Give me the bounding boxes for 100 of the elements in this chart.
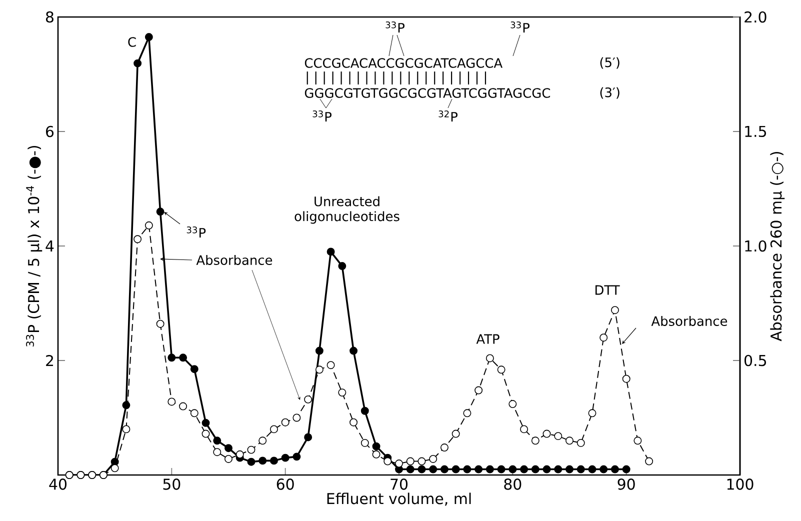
y2-tick-label: 1.5 <box>745 126 766 138</box>
x-tick-label: 50 <box>163 478 180 490</box>
x-tick-label: 40 <box>49 478 67 490</box>
point <box>576 465 585 474</box>
point <box>463 465 472 474</box>
point <box>224 444 232 452</box>
point <box>406 465 414 474</box>
point <box>622 374 630 383</box>
point <box>258 436 267 445</box>
point <box>576 438 585 447</box>
point <box>270 456 278 465</box>
text: Absorbance <box>651 316 728 326</box>
point <box>474 465 483 474</box>
y2-tick-label: 2.0 <box>744 11 766 23</box>
point <box>429 465 438 474</box>
point <box>508 465 517 474</box>
point <box>520 465 528 474</box>
x-tick-label: 60 <box>276 478 294 490</box>
point <box>384 457 392 466</box>
point <box>350 346 358 355</box>
point <box>531 436 540 445</box>
x-tick-label: 70 <box>390 478 408 490</box>
point <box>190 409 198 418</box>
point <box>645 457 654 466</box>
point <box>315 366 324 374</box>
point <box>486 354 494 362</box>
annotation: $^{33}$P <box>510 21 530 33</box>
point <box>213 436 222 445</box>
annotation: Unreacted oligonucleotides <box>294 196 400 224</box>
point <box>258 456 267 465</box>
point <box>281 418 290 426</box>
point <box>395 460 403 468</box>
point <box>236 450 244 458</box>
point <box>304 395 312 404</box>
point <box>463 409 472 418</box>
point <box>406 457 414 466</box>
point <box>610 306 619 314</box>
point <box>281 454 290 462</box>
point <box>134 59 142 68</box>
point <box>610 465 619 474</box>
y-axis-title: $^{33}$P (CPM / 5 µl) x 10$^{-4}$ (-●-) <box>26 146 42 346</box>
annotation: (3′) <box>600 87 620 99</box>
point <box>144 33 153 42</box>
point <box>372 450 380 458</box>
point <box>122 425 130 434</box>
annotation: $^{33}$P <box>312 110 332 122</box>
point <box>179 402 188 410</box>
point <box>566 465 574 474</box>
annotation: (5′) <box>600 57 620 69</box>
point <box>134 235 142 244</box>
point <box>600 465 608 474</box>
point <box>440 465 448 474</box>
annotation: C <box>128 37 136 47</box>
point <box>497 465 506 474</box>
point <box>292 452 301 461</box>
annotation: $^{33}$P <box>386 21 404 33</box>
point <box>202 430 210 438</box>
point <box>247 458 256 466</box>
point <box>531 465 540 474</box>
y-tick-label: 8 <box>46 11 54 23</box>
point <box>440 444 448 452</box>
x-tick-label: 80 <box>504 478 522 490</box>
point <box>429 454 438 463</box>
point <box>542 465 551 474</box>
point <box>554 465 562 474</box>
point <box>338 262 346 270</box>
point <box>315 346 324 355</box>
annotation: GGGCGTGTGGCGCGTAGTCGGTAGCGC <box>304 88 550 98</box>
annotation: $^{32}$P <box>438 110 458 122</box>
point <box>304 433 312 442</box>
point <box>224 454 232 463</box>
point <box>542 430 551 438</box>
annotation: DTT <box>595 285 620 295</box>
point <box>452 430 460 438</box>
y-tick-label: 2 <box>46 354 53 366</box>
point <box>520 425 528 434</box>
x-tick-label: 90 <box>618 478 635 490</box>
series-label: $^{33}$P <box>186 226 206 238</box>
point <box>360 406 369 415</box>
y2-tick-label: 0.5 <box>744 354 766 366</box>
point <box>156 320 164 328</box>
y2-tick-label: 1.0 <box>745 240 766 252</box>
point <box>418 457 426 466</box>
point <box>202 418 210 427</box>
point <box>600 334 608 342</box>
y-tick-label: 4 <box>46 240 54 252</box>
point <box>326 361 335 370</box>
point <box>326 248 335 256</box>
point <box>554 432 562 440</box>
point <box>474 386 483 394</box>
point <box>292 414 301 422</box>
y2-axis-title: Absorbance 260 mµ (-○-) <box>770 152 785 342</box>
point <box>508 400 517 408</box>
point <box>168 354 176 362</box>
y-tick-label: 6 <box>46 126 54 138</box>
point <box>110 464 119 472</box>
point <box>452 465 460 474</box>
annotation: ATP <box>476 334 500 344</box>
point <box>588 409 596 418</box>
point <box>338 388 346 397</box>
